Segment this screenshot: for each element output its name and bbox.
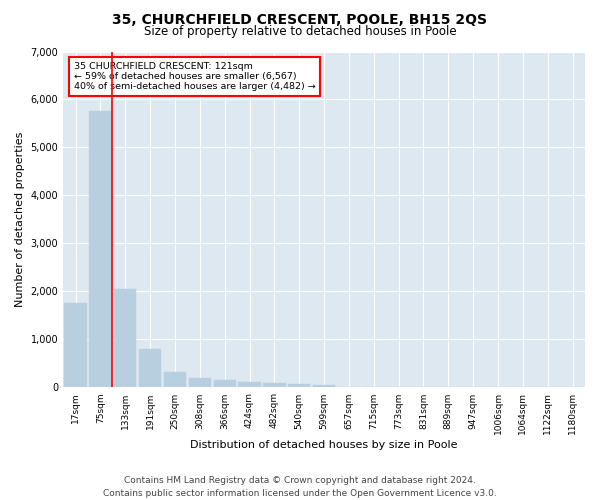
Bar [164,372,186,388]
Text: Size of property relative to detached houses in Poole: Size of property relative to detached ho… [143,25,457,38]
Bar [139,349,161,388]
Bar [188,378,211,388]
Bar [263,383,286,388]
Bar [238,382,261,388]
Text: Contains HM Land Registry data © Crown copyright and database right 2024.
Contai: Contains HM Land Registry data © Crown c… [103,476,497,498]
Bar [64,304,87,388]
Bar [114,289,136,388]
Bar [288,384,310,388]
Text: 35, CHURCHFIELD CRESCENT, POOLE, BH15 2QS: 35, CHURCHFIELD CRESCENT, POOLE, BH15 2Q… [113,12,487,26]
Bar [313,385,335,388]
Bar [214,380,236,388]
X-axis label: Distribution of detached houses by size in Poole: Distribution of detached houses by size … [190,440,458,450]
Text: 35 CHURCHFIELD CRESCENT: 121sqm
← 59% of detached houses are smaller (6,567)
40%: 35 CHURCHFIELD CRESCENT: 121sqm ← 59% of… [74,62,316,92]
Y-axis label: Number of detached properties: Number of detached properties [15,132,25,307]
Bar [89,112,112,388]
